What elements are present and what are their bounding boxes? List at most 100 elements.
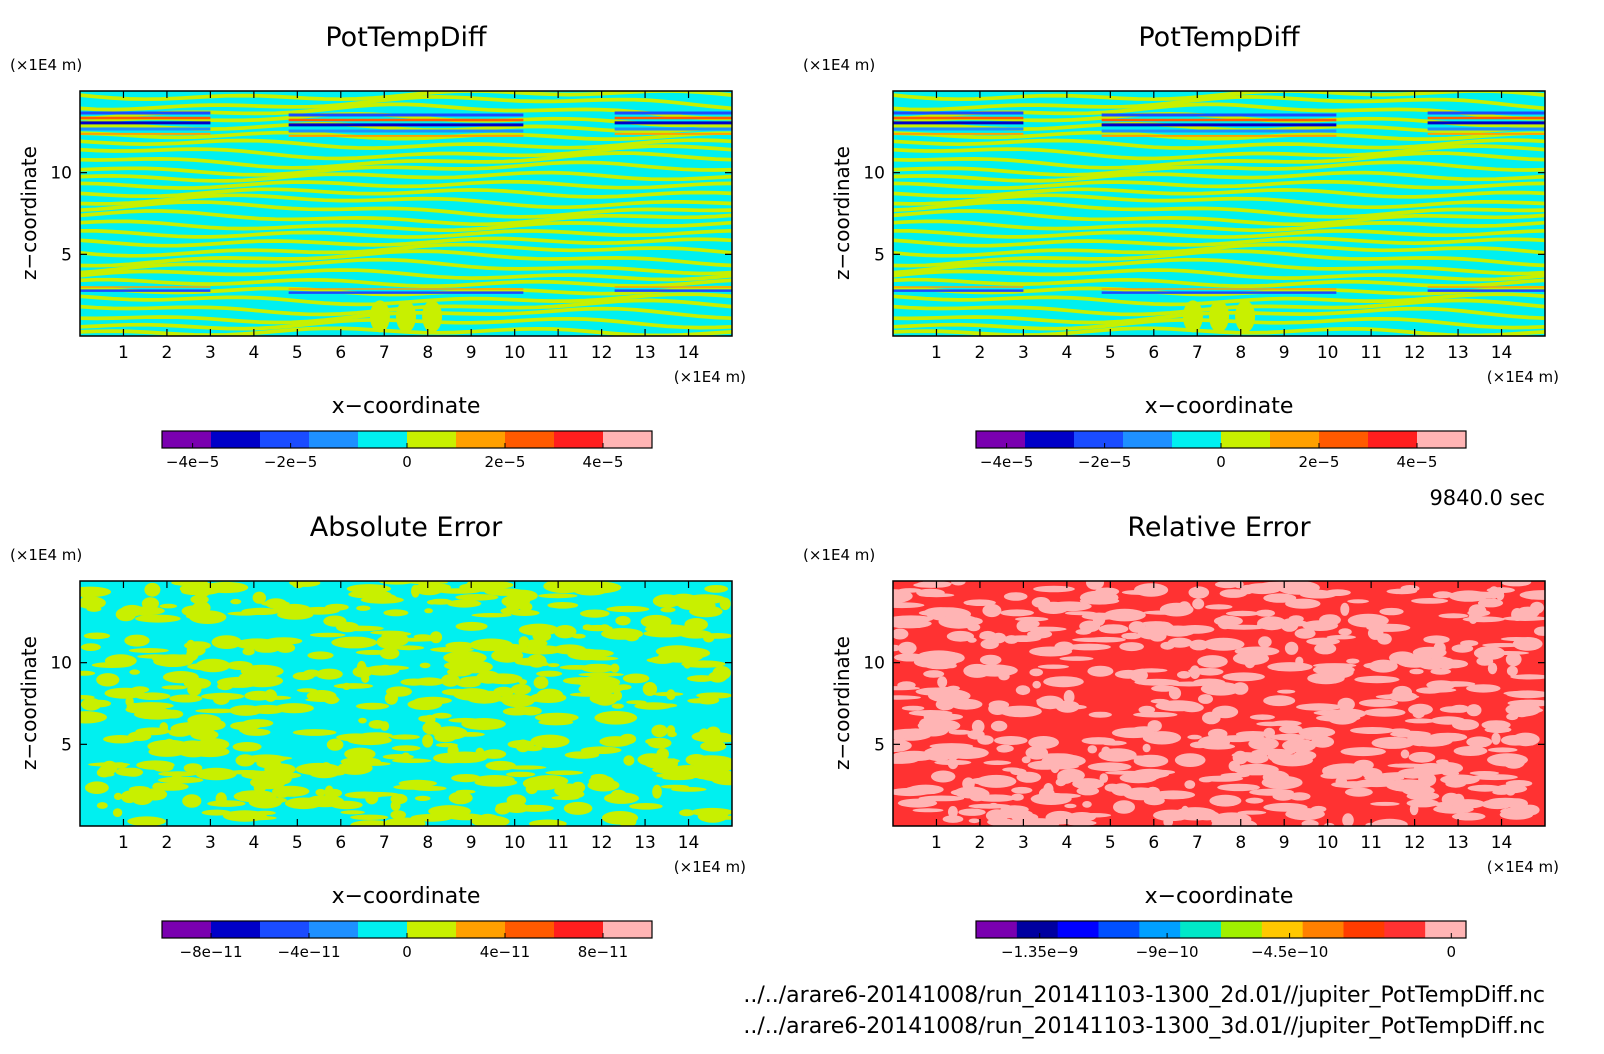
- noise-patch: [936, 713, 963, 721]
- noise-patch: [1099, 773, 1109, 783]
- noise-patch: [1487, 747, 1518, 753]
- plume-blob: [422, 300, 443, 333]
- noise-patch: [267, 769, 281, 774]
- noise-patch: [1087, 665, 1114, 677]
- noise-patch: [1406, 799, 1440, 808]
- x-tick-label: 13: [634, 833, 656, 853]
- noise-patch: [111, 762, 128, 769]
- noise-patch: [704, 585, 729, 593]
- noise-patch: [1033, 585, 1075, 593]
- x-tick-label: 12: [591, 343, 613, 363]
- noise-patch: [392, 758, 432, 763]
- noise-patch: [122, 767, 143, 777]
- noise-patch: [547, 602, 579, 609]
- noise-patch: [582, 624, 593, 629]
- noise-patch: [1059, 656, 1094, 661]
- noise-patch: [580, 609, 610, 618]
- noise-patch: [1473, 646, 1506, 660]
- noise-patch: [652, 765, 692, 774]
- x-tick-label: 2: [162, 343, 173, 363]
- noise-patch: [948, 729, 972, 735]
- noise-patch: [1075, 628, 1092, 635]
- colorbar-swatch: [554, 921, 604, 938]
- noise-patch: [1477, 598, 1504, 608]
- noise-patch: [1311, 736, 1335, 748]
- noise-patch: [613, 690, 623, 701]
- x-unit-label: (×1E4 m): [674, 858, 746, 876]
- y-axis-label: z−coordinate: [17, 146, 41, 280]
- noise-patch: [599, 624, 610, 631]
- noise-patch: [128, 606, 165, 616]
- panel-potempdiff-2d: PotTempDiff (×1E4 m) 1 2 3 4 5 6 7 8 9 10 11 12 13 14…: [10, 22, 746, 471]
- noise-patch: [390, 793, 408, 805]
- noise-patch: [931, 770, 956, 783]
- contour-band: [80, 130, 732, 141]
- x-tick-label: 11: [547, 833, 569, 853]
- contour-band-strong: [893, 111, 1545, 117]
- x-tick-label: 14: [1491, 343, 1513, 363]
- x-tick-label: 6: [1148, 343, 1159, 363]
- noise-patch: [1467, 784, 1503, 792]
- noise-patch: [1371, 818, 1408, 826]
- x-axis-label: x−coordinate: [332, 884, 481, 909]
- noise-patch: [363, 593, 398, 604]
- noise-patch: [400, 678, 428, 686]
- x-tick-label: 7: [1192, 833, 1203, 853]
- noise-patch: [1400, 749, 1410, 759]
- x-tick-label: 7: [379, 343, 390, 363]
- noise-patch: [80, 711, 107, 724]
- noise-patch: [897, 798, 938, 808]
- noise-patch: [195, 708, 239, 714]
- colorbar-tick-label: 2e−5: [1299, 453, 1340, 471]
- y-tick-label: 10: [50, 164, 72, 184]
- noise-patch: [128, 786, 151, 794]
- contour-band: [893, 91, 1545, 102]
- noise-patch: [898, 641, 917, 655]
- noise-patch: [1155, 700, 1201, 712]
- noise-patch: [547, 585, 570, 590]
- y-unit-label: (×1E4 m): [10, 56, 82, 74]
- colorbar-swatch: [211, 431, 261, 448]
- noise-patch: [712, 666, 731, 680]
- noise-patch: [378, 581, 415, 585]
- x-tick-label: 6: [335, 343, 346, 363]
- noise-patch: [226, 661, 253, 670]
- noise-patch: [347, 735, 392, 746]
- y-axis-label: z−coordinate: [830, 146, 854, 280]
- noise-patch: [218, 640, 260, 645]
- noise-patch: [1417, 658, 1446, 670]
- noise-patch: [342, 682, 351, 691]
- noise-patch: [1279, 724, 1303, 734]
- contour-band: [893, 193, 1545, 210]
- noise-patch: [1119, 772, 1158, 784]
- noise-patch: [1036, 698, 1048, 704]
- contour-band: [893, 257, 1545, 276]
- x-tick-label: 1: [118, 833, 129, 853]
- colorbar-swatch: [1368, 431, 1418, 448]
- contour-band: [80, 219, 732, 233]
- noise-patch: [434, 732, 457, 743]
- noise-patch: [656, 748, 669, 760]
- noise-patch: [1039, 753, 1075, 760]
- noise-patch: [1431, 656, 1448, 661]
- noise-patch: [976, 774, 1017, 788]
- x-tick-label: 2: [975, 343, 986, 363]
- contour-band: [893, 277, 1545, 288]
- x-tick-marks: 1 2 3 4 5 6 7 8 9 10 11 12 13 14: [931, 581, 1512, 853]
- noise-patch: [958, 808, 986, 816]
- file-path-2d: ../../arare6-20141008/run_20141103-1300_…: [743, 983, 1545, 1008]
- noise-patch: [1468, 604, 1487, 618]
- noise-patch: [1342, 813, 1354, 826]
- y-tick-label: 5: [874, 735, 885, 755]
- noise-patch: [441, 674, 460, 687]
- noise-patch: [1215, 581, 1240, 589]
- plot-frame: [892, 90, 1546, 337]
- noise-patch: [1021, 756, 1031, 764]
- noise-patch: [1430, 668, 1451, 675]
- noise-patch: [685, 766, 696, 778]
- panel-title: PotTempDiff: [325, 22, 488, 53]
- contour-band-strong: [893, 132, 1545, 137]
- noise-patch: [1505, 652, 1522, 667]
- noise-patch: [1272, 791, 1294, 801]
- noise-patch: [1482, 643, 1523, 648]
